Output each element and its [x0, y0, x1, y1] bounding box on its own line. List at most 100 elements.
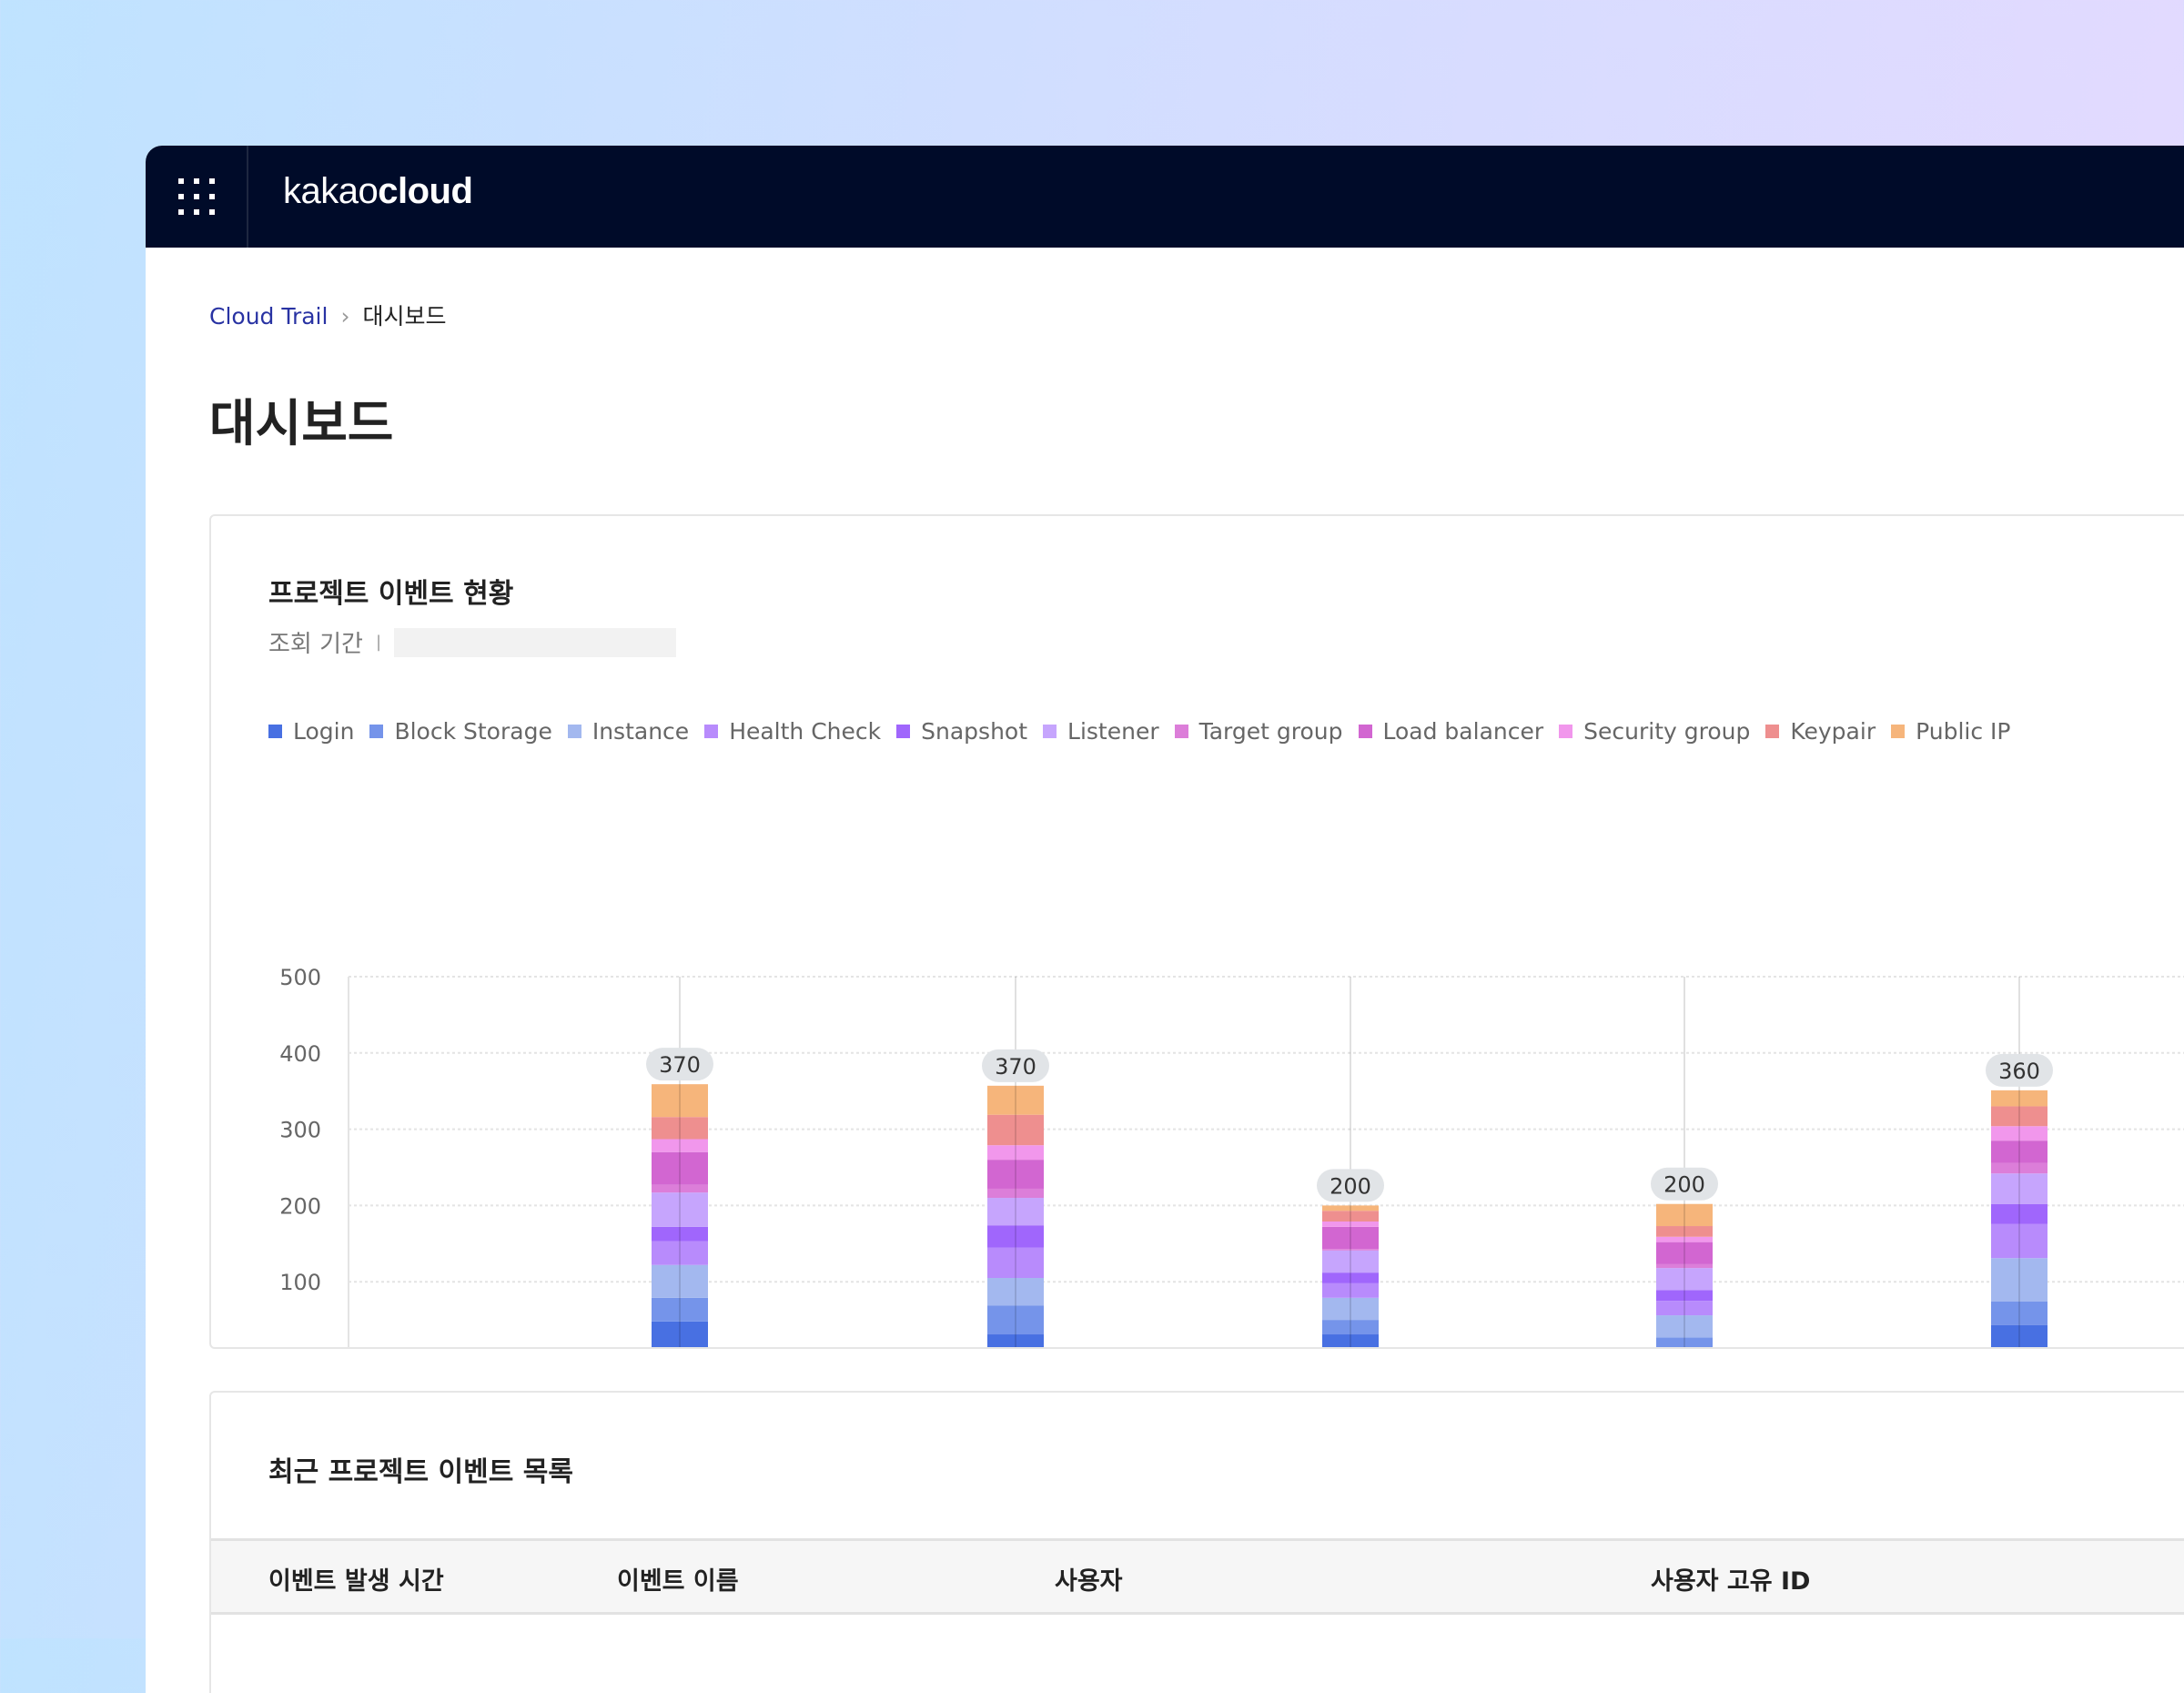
- legend-item-snapshot[interactable]: Snapshot: [896, 718, 1027, 745]
- bar-segment-keypair: [652, 1117, 708, 1140]
- bar-segment-block-storage: [1322, 1320, 1379, 1335]
- bar-segment-public-ip: [652, 1084, 708, 1118]
- total-label-pill: [982, 1049, 1049, 1082]
- legend-label: Keypair: [1790, 718, 1876, 745]
- legend-label: Listener: [1067, 718, 1159, 745]
- bar-segment-listener: [1322, 1250, 1379, 1273]
- legend-swatch: [567, 725, 581, 738]
- legend-item-target-group[interactable]: Target group: [1174, 718, 1343, 745]
- card-title: 최근 프로젝트 이벤트 목록: [268, 1456, 573, 1488]
- card-title: 프로젝트 이벤트 현황: [268, 578, 514, 610]
- legend-label: Target group: [1198, 718, 1343, 745]
- bar-segment-block-storage: [1991, 1301, 2048, 1325]
- legend-swatch: [268, 725, 282, 738]
- total-label: 200: [1663, 1172, 1705, 1198]
- column-header-user[interactable]: 사용자: [1055, 1567, 1123, 1596]
- legend-item-login[interactable]: Login: [268, 718, 354, 745]
- total-label: 200: [1330, 1173, 1371, 1199]
- legend-swatch: [1765, 725, 1780, 738]
- bar-segment-snapshot: [652, 1226, 708, 1242]
- bar-segment-listener: [1991, 1173, 2048, 1204]
- bar-segment-load-balancer: [987, 1160, 1044, 1189]
- legend-label: Instance: [592, 718, 690, 745]
- bar-segment-login: [652, 1321, 708, 1347]
- bar-segment-block-storage: [652, 1297, 708, 1322]
- menu-button[interactable]: [146, 146, 248, 248]
- legend-swatch: [1891, 725, 1906, 738]
- bar-segment-instance: [1991, 1258, 2048, 1302]
- bar-segment-public-ip: [1322, 1205, 1379, 1211]
- divider: |: [375, 633, 382, 652]
- breadcrumb-cloud-trail[interactable]: Cloud Trail: [209, 303, 329, 329]
- legend-item-block-storage[interactable]: Block Storage: [369, 718, 552, 745]
- bar-segment-public-ip: [987, 1085, 1044, 1115]
- bar-segment-instance: [652, 1264, 708, 1298]
- bar-segment-instance: [1322, 1297, 1379, 1321]
- y-tick-label: 400: [279, 1041, 321, 1067]
- bar-segment-keypair: [987, 1114, 1044, 1146]
- bar-segment-login: [1322, 1334, 1379, 1347]
- bar-segment-public-ip: [1656, 1203, 1713, 1227]
- bar-segment-target-group: [1991, 1162, 2048, 1174]
- bar-segment-security-group: [1322, 1221, 1379, 1227]
- legend-label: Snapshot: [921, 718, 1028, 745]
- recent-events-card: 최근 프로젝트 이벤트 목록 이벤트 발생 시간 이벤트 이름 사용자 사용자 …: [209, 1391, 2184, 1693]
- column-header-time[interactable]: 이벤트 발생 시간: [268, 1567, 444, 1596]
- legend-item-listener[interactable]: Listener: [1043, 718, 1159, 745]
- bar-segment-health-check: [652, 1241, 708, 1265]
- legend-swatch: [704, 725, 719, 738]
- legend-item-load-balancer[interactable]: Load balancer: [1358, 718, 1543, 745]
- bar-segment-listener: [652, 1192, 708, 1227]
- bar-segment-block-storage: [987, 1305, 1044, 1335]
- top-navigation-bar: kakaocloud: [146, 146, 2184, 248]
- page-title: 대시보드: [209, 394, 394, 452]
- bar-segment-block-storage: [1656, 1337, 1713, 1347]
- bar-segment-load-balancer: [652, 1151, 708, 1185]
- period-label: 조회 기간: [268, 631, 363, 658]
- bar-segment-security-group: [987, 1145, 1044, 1161]
- app-window: kakaocloud Cloud Trail › 대시보드 대시보드 프로젝트 이벤…: [146, 146, 2184, 1693]
- bar-segment-health-check: [1991, 1223, 2048, 1259]
- legend-swatch: [896, 725, 911, 738]
- period-filter: 조회 기간 |: [268, 625, 677, 659]
- logo-text-light: kakao: [283, 171, 379, 211]
- column-header-user-id[interactable]: 사용자 고유 ID: [1651, 1567, 1811, 1596]
- legend-swatch: [1358, 725, 1372, 738]
- legend-item-security-group[interactable]: Security group: [1559, 718, 1750, 745]
- bar-segment-snapshot: [1656, 1290, 1713, 1302]
- y-tick-label: 300: [279, 1118, 321, 1143]
- bar-segment-load-balancer: [1322, 1226, 1379, 1250]
- legend-label: Security group: [1583, 718, 1751, 745]
- table-header: 이벤트 발생 시간 이벤트 이름 사용자 사용자 고유 ID: [211, 1538, 2184, 1615]
- project-events-card: 프로젝트 이벤트 현황 조회 기간 | Login Block Storage In…: [209, 514, 2184, 1349]
- total-label: 360: [1998, 1059, 2040, 1084]
- kakaocloud-logo[interactable]: kakaocloud: [283, 171, 473, 212]
- legend-label: Health Check: [729, 718, 882, 745]
- legend-item-keypair[interactable]: Keypair: [1765, 718, 1876, 745]
- bar-segment-health-check: [1656, 1301, 1713, 1316]
- legend-item-instance[interactable]: Instance: [567, 718, 690, 745]
- bar-segment-health-check: [1322, 1282, 1379, 1298]
- legend-swatch: [369, 725, 384, 738]
- legend-swatch: [1174, 725, 1188, 738]
- bar-segment-target-group: [1322, 1249, 1379, 1251]
- bar-segment-instance: [987, 1278, 1044, 1306]
- bar-segment-instance: [1656, 1315, 1713, 1338]
- bar-segment-login: [987, 1334, 1044, 1347]
- bar-segment-keypair: [1322, 1211, 1379, 1222]
- bar-segment-keypair: [1991, 1106, 2048, 1127]
- bar-segment-snapshot: [1322, 1272, 1379, 1283]
- y-tick-label: 0: [308, 1346, 321, 1347]
- legend-item-health-check[interactable]: Health Check: [704, 718, 881, 745]
- bar-segment-target-group: [987, 1188, 1044, 1199]
- legend-label: Login: [293, 718, 355, 745]
- total-label-pill: [1651, 1167, 1718, 1201]
- breadcrumb-current: 대시보드: [362, 303, 447, 329]
- legend-label: Public IP: [1916, 718, 2011, 745]
- legend-item-public-ip[interactable]: Public IP: [1891, 718, 2011, 745]
- column-header-event-name[interactable]: 이벤트 이름: [617, 1567, 739, 1596]
- bar-segment-keypair: [1656, 1226, 1713, 1237]
- bar-segment-login: [1991, 1324, 2048, 1347]
- total-label: 370: [995, 1054, 1036, 1080]
- period-field[interactable]: [394, 627, 677, 657]
